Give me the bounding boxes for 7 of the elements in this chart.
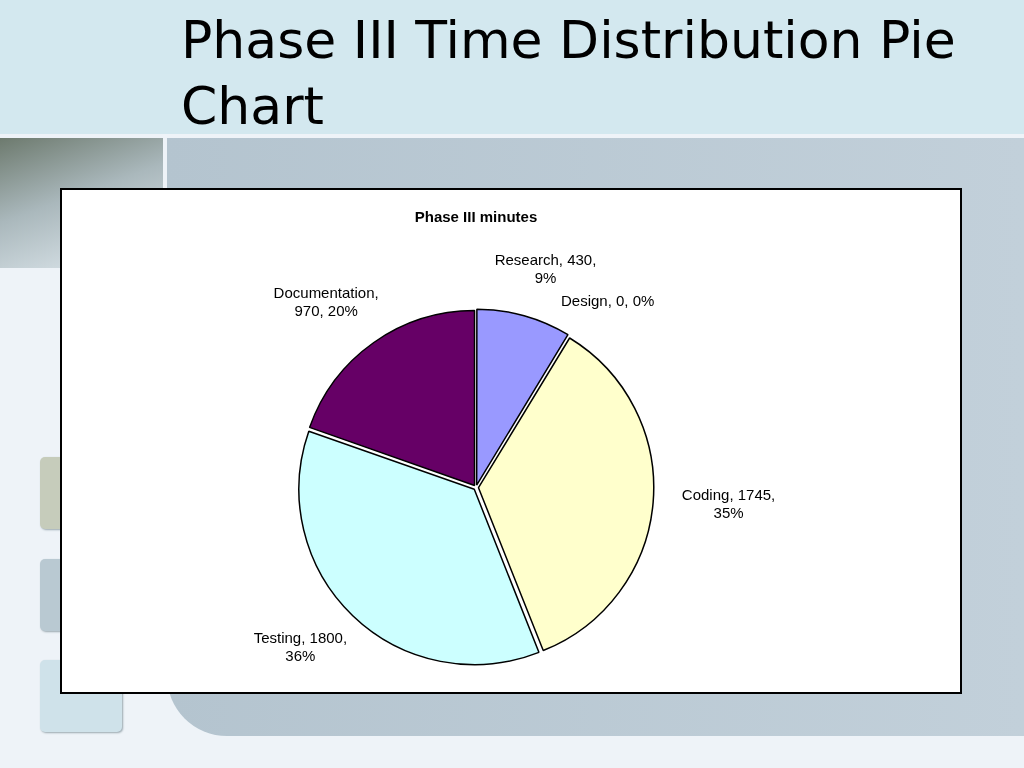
slice-label: Documentation, 970, 20% <box>273 283 379 319</box>
slice-label: Testing, 1800, 36% <box>253 629 348 665</box>
slice-label: Coding, 1745, 35% <box>681 486 776 522</box>
chart-subtitle: Phase III minutes <box>414 208 538 226</box>
category-label: Design, 0, 0% <box>560 291 655 309</box>
chart-title: Phase III Time Distribution Pie Chart <box>181 9 957 138</box>
slice-label: Research, 430, 9% <box>494 250 597 286</box>
